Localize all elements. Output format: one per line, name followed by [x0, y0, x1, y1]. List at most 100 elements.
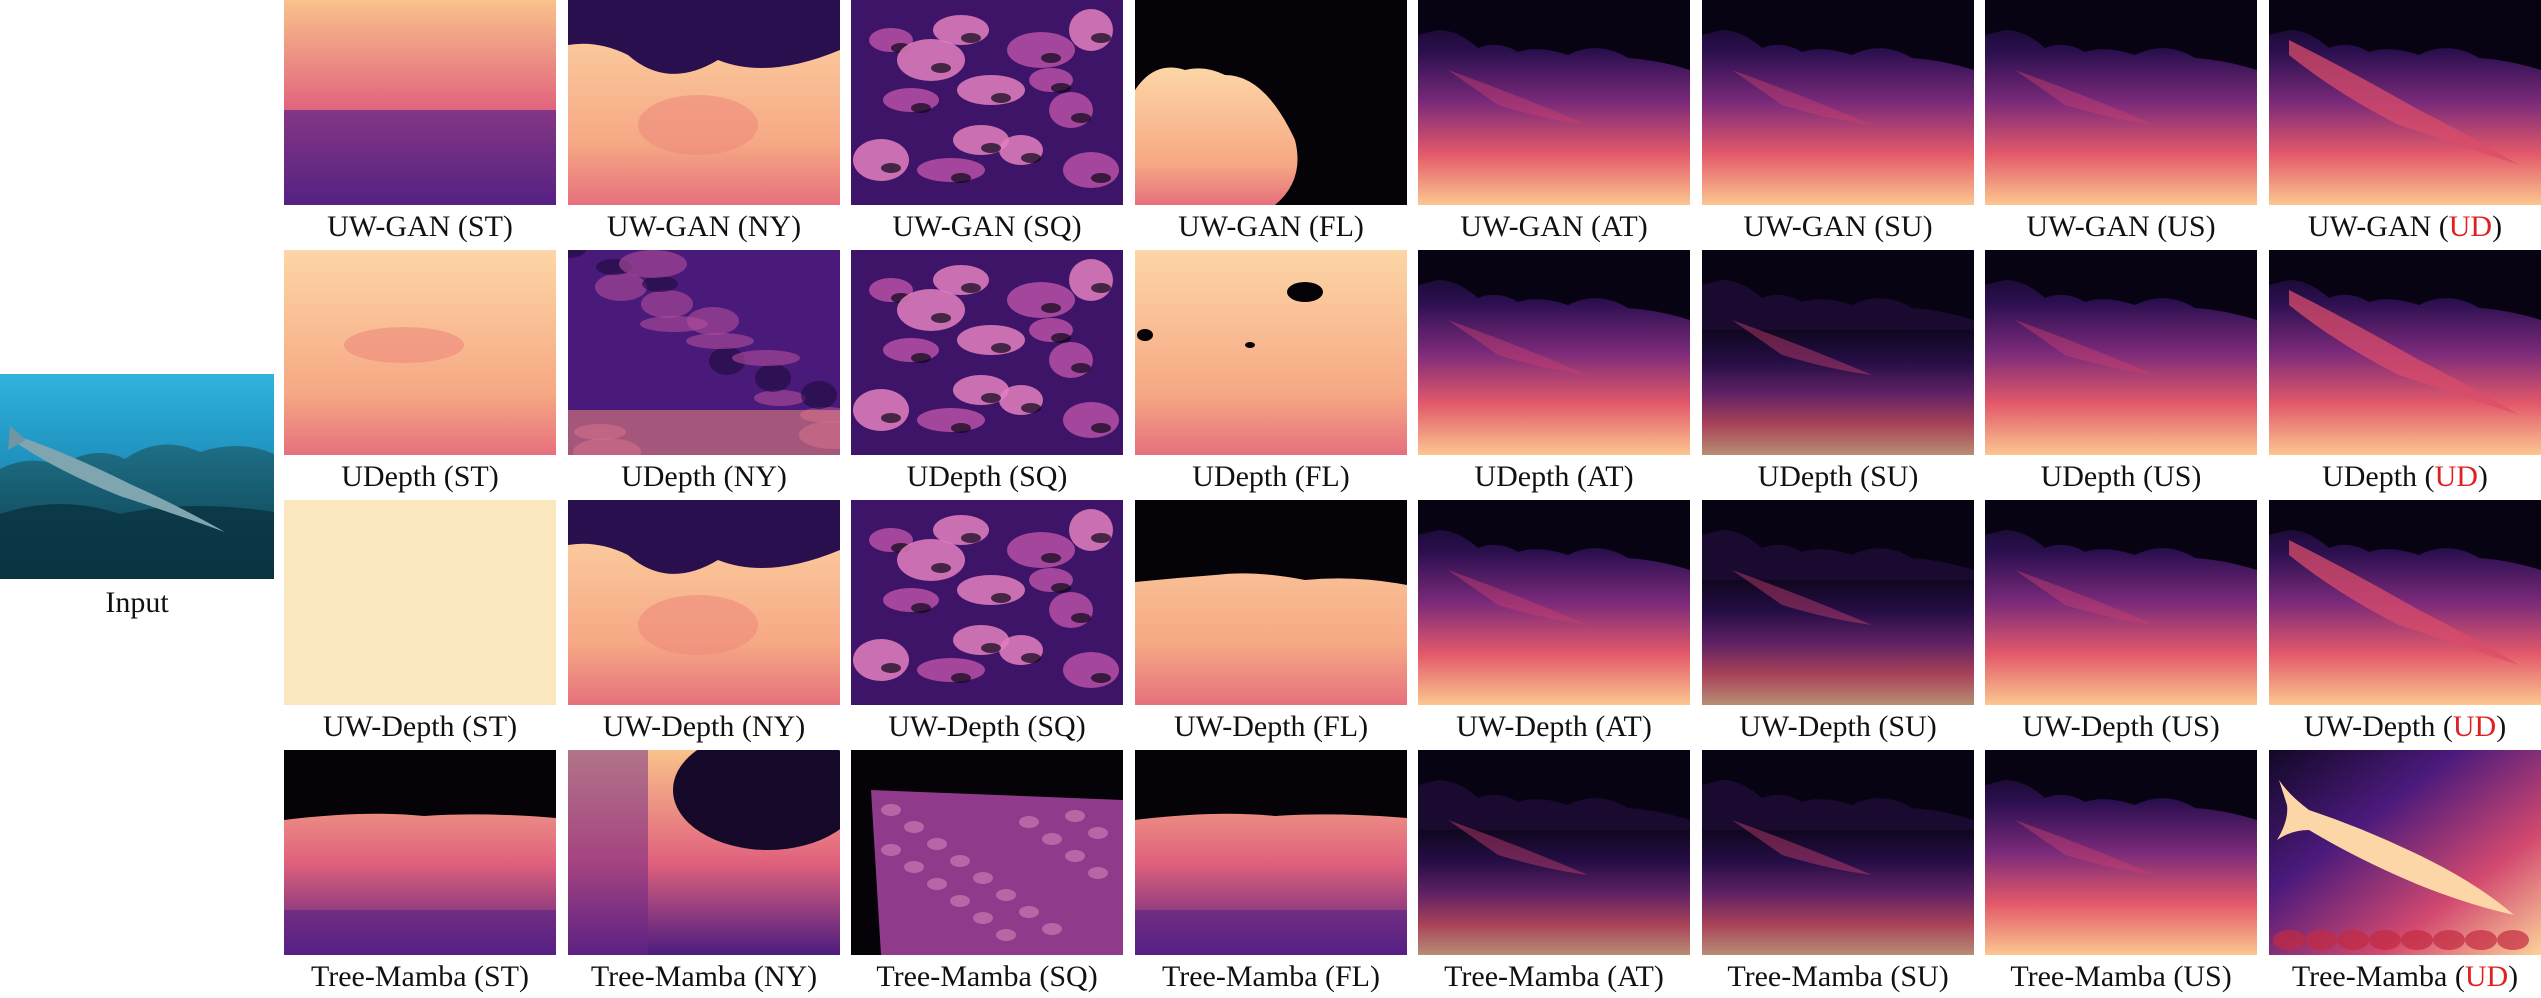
depth-map-image: [1135, 500, 1407, 705]
depth-cell: Tree-Mamba (SU): [1702, 750, 1974, 998]
depth-result-grid: UW-GAN (ST) UW-GAN (NY) UW-GAN (SQ) UW-GAN …: [284, 0, 2541, 997]
depth-caption: Tree-Mamba (US): [1973, 955, 2269, 998]
depth-cell: Tree-Mamba (US): [1985, 750, 2257, 998]
caption-suffix: ): [1641, 710, 1652, 743]
depth-caption: UW-Depth (SQ): [839, 705, 1135, 748]
depth-caption: UW-Depth (UD): [2257, 705, 2541, 748]
caption-dataset-code: SQ: [1049, 960, 1088, 993]
depth-cell: UW-Depth (FL): [1135, 500, 1407, 748]
caption-dataset-code: US: [2183, 960, 2222, 993]
depth-caption: UW-Depth (US): [1973, 705, 2269, 748]
depth-map-image: [1135, 250, 1407, 455]
depth-map-image: [568, 0, 840, 205]
caption-prefix: UW-Depth (: [2303, 710, 2453, 743]
depth-cell: UW-GAN (SU): [1702, 0, 1974, 248]
depth-cell: UW-Depth (SU): [1702, 500, 1974, 748]
depth-caption: Tree-Mamba (FL): [1123, 955, 1419, 998]
caption-dataset-code: US: [2171, 710, 2210, 743]
caption-dataset-code: UD: [2464, 960, 2509, 993]
depth-cell: UW-GAN (ST): [284, 0, 556, 248]
caption-suffix: ): [1623, 460, 1634, 493]
caption-dataset-code: FL: [1318, 210, 1354, 243]
caption-prefix: UW-GAN (: [327, 210, 468, 243]
depth-caption: UDepth (ST): [272, 455, 568, 498]
caption-dataset-code: SU: [1888, 710, 1927, 743]
caption-dataset-code: NY: [751, 710, 796, 743]
input-label: Input: [105, 586, 169, 619]
caption-prefix: UDepth (: [621, 460, 734, 493]
input-panel: Input: [0, 374, 274, 621]
depth-map-image: [284, 0, 556, 205]
depth-caption: UDepth (AT): [1406, 455, 1702, 498]
depth-map-image: [2269, 750, 2541, 955]
depth-map-image: [851, 0, 1123, 205]
depth-map-image: [1418, 750, 1690, 955]
depth-cell: UDepth (US): [1985, 250, 2257, 498]
depth-cell: UW-Depth (NY): [568, 500, 840, 748]
depth-map-image: [851, 500, 1123, 705]
caption-suffix: ): [2492, 210, 2503, 243]
depth-caption: UDepth (US): [1973, 455, 2269, 498]
caption-dataset-code: FL: [1335, 960, 1371, 993]
depth-map-image: [2269, 500, 2541, 705]
caption-prefix: UDepth (: [1757, 460, 1871, 493]
depth-caption: Tree-Mamba (AT): [1406, 955, 1702, 998]
caption-suffix: ): [776, 460, 787, 493]
depth-caption: UW-Depth (ST): [272, 705, 568, 748]
caption-prefix: UW-Depth (: [888, 710, 1038, 743]
caption-suffix: ): [1087, 960, 1098, 993]
depth-caption: UW-GAN (US): [1973, 205, 2269, 248]
caption-suffix: ): [1339, 460, 1350, 493]
caption-prefix: UW-Depth (: [1739, 710, 1889, 743]
caption-prefix: Tree-Mamba (: [1444, 960, 1618, 993]
caption-dataset-code: UD: [2434, 460, 2478, 493]
depth-map-image: [1418, 0, 1690, 205]
depth-caption: UDepth (FL): [1123, 455, 1419, 498]
depth-cell: Tree-Mamba (SQ): [851, 750, 1123, 998]
caption-prefix: UDepth (: [2040, 460, 2154, 493]
depth-map-image: [1418, 250, 1690, 455]
depth-cell: UDepth (ST): [284, 250, 556, 498]
depth-caption: UDepth (UD): [2257, 455, 2541, 498]
depth-cell: UDepth (AT): [1418, 250, 1690, 498]
depth-caption: UW-GAN (UD): [2257, 205, 2541, 248]
caption-prefix: UW-GAN (: [606, 210, 748, 243]
caption-dataset-code: SU: [1884, 210, 1923, 243]
depth-caption: UW-Depth (SU): [1690, 705, 1986, 748]
caption-suffix: ): [1926, 710, 1937, 743]
caption-dataset-code: AT: [1601, 210, 1638, 243]
caption-prefix: Tree-Mamba (: [876, 960, 1050, 993]
caption-dataset-code: AT: [1586, 460, 1624, 493]
caption-dataset-code: AT: [1605, 710, 1642, 743]
caption-prefix: UW-GAN (: [1743, 210, 1885, 243]
caption-suffix: ): [807, 960, 818, 993]
caption-prefix: Tree-Mamba (: [2291, 960, 2465, 993]
caption-suffix: ): [791, 210, 802, 243]
depth-cell: UW-GAN (UD): [2269, 0, 2541, 248]
caption-dataset-code: UD: [2448, 210, 2493, 243]
depth-cell: UW-GAN (NY): [568, 0, 840, 248]
caption-prefix: Tree-Mamba (: [1161, 960, 1335, 993]
depth-map-image: [2269, 0, 2541, 205]
depth-caption: UW-GAN (ST): [272, 205, 568, 248]
depth-cell: UDepth (UD): [2269, 250, 2541, 498]
caption-dataset-code: ST: [453, 460, 489, 493]
caption-dataset-code: AT: [1617, 960, 1654, 993]
caption-suffix: ): [2496, 710, 2507, 743]
depth-map-image: [2269, 250, 2541, 455]
depth-map-image: [284, 250, 556, 455]
depth-cell: UW-Depth (ST): [284, 500, 556, 748]
depth-cell: UDepth (FL): [1135, 250, 1407, 498]
caption-prefix: Tree-Mamba (: [1727, 960, 1901, 993]
caption-dataset-code: SQ: [1037, 710, 1076, 743]
depth-caption: UW-GAN (NY): [556, 205, 852, 248]
depth-caption: Tree-Mamba (UD): [2257, 955, 2541, 998]
depth-caption: UDepth (SU): [1690, 455, 1986, 498]
depth-cell: UW-Depth (US): [1985, 500, 2257, 748]
caption-prefix: UW-Depth (: [1456, 710, 1606, 743]
caption-suffix: ): [2477, 460, 2488, 493]
caption-dataset-code: US: [2167, 210, 2206, 243]
depth-map-image: [1702, 500, 1974, 705]
caption-prefix: UDepth (: [2322, 460, 2435, 493]
depth-map-image: [1135, 0, 1407, 205]
